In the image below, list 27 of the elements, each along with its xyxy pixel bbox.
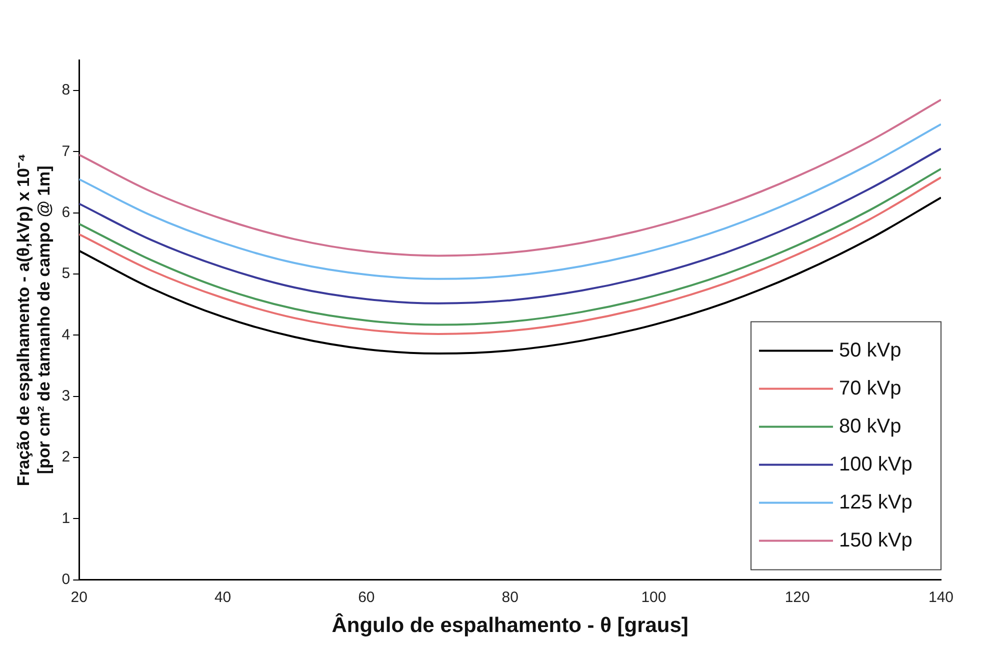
y-tick-label: 7 (62, 142, 70, 160)
legend-label: 125 kVp (839, 491, 912, 514)
x-tick-label: 80 (502, 588, 518, 606)
line-series (79, 148, 941, 304)
y-tick-label: 4 (62, 326, 70, 344)
y-tick-label: 2 (62, 448, 70, 466)
y-tick-label: 1 (62, 510, 70, 527)
legend-label: 70 kVp (839, 377, 902, 400)
x-tick-label: 140 (928, 588, 954, 606)
y-tick-label: 8 (62, 82, 70, 99)
line-series (79, 98, 941, 257)
y-tick-label: 3 (62, 387, 70, 404)
y-axis-title: Fração de espalhamento - a(θ,kVp) x 10⁻⁴ [por cm² de tamanho de campo @ 1m] (14, 154, 54, 486)
line-series (79, 123, 941, 280)
x-tick-label: 100 (641, 588, 666, 606)
x-tick-label: 40 (214, 588, 232, 606)
legend-label: 100 kVp (839, 453, 912, 476)
x-tick-label: 60 (358, 588, 375, 606)
x-tick-label: 120 (784, 588, 810, 606)
y-tick-label: 6 (62, 204, 70, 222)
x-axis-title: Ângulo de espalhamento - θ [graus] (332, 613, 688, 638)
legend-label: 50 kVp (839, 339, 902, 362)
y-tick-label: 0 (62, 570, 70, 588)
legend-label: 150 kVp (839, 529, 912, 552)
x-tick-label: 20 (70, 588, 88, 606)
y-tick-label: 5 (62, 265, 70, 282)
legend-label: 80 kVp (839, 415, 902, 438)
